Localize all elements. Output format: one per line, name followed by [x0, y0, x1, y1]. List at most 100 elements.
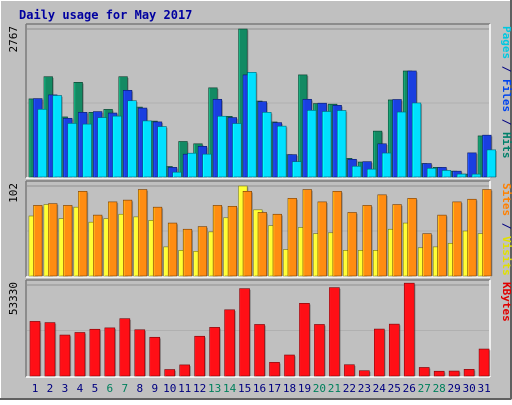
bar-sites-day-4: [78, 190, 88, 277]
bar-pages-day-20: [322, 111, 332, 178]
bar-sites-day-10: [167, 222, 178, 277]
bar-kbytes-day-27: [418, 367, 430, 377]
bar-kbytes-day-16: [254, 324, 265, 377]
x-tick-label: 31: [477, 382, 490, 395]
bar-kbytes-day-28: [433, 370, 445, 377]
x-tick-label: 13: [208, 382, 221, 395]
bar-sites-day-17: [272, 213, 282, 277]
bar-pages-day-19: [307, 110, 317, 178]
bar-sites-day-14: [227, 205, 238, 277]
x-tick-label: 14: [223, 382, 237, 395]
panel-middle: 102 Sites / Visits: [7, 180, 512, 278]
bar-kbytes-day-21: [329, 287, 340, 377]
bar-kbytes-day-6: [104, 327, 116, 377]
panels-group: 2767 Pages / Files / Hits 102 Sites / Visit…: [7, 23, 512, 378]
x-tick-label: 5: [92, 382, 99, 395]
legend-part: Pages: [500, 26, 512, 59]
panel-bottom: 53330 KBytes: [7, 279, 512, 378]
bar-sites-day-9: [152, 206, 163, 277]
bar-pages-day-8: [142, 120, 152, 178]
bar-sites-day-16: [257, 212, 267, 277]
bar-sites-day-25: [392, 204, 402, 277]
bar-sites-day-12: [197, 226, 208, 277]
bar-sites-day-19: [302, 189, 312, 277]
bar-pages-day-2: [52, 95, 62, 178]
bar-kbytes-day-25: [388, 323, 400, 377]
bar-sites-day-27: [422, 233, 432, 277]
legend-part: /: [500, 112, 512, 132]
x-axis-labels: 1 2 3 4 5 6 7 8 9 10 11 12 13 14 15 16 17 18 19 20 21 22 23 24 2…: [32, 382, 491, 395]
bar-kbytes-day-7: [119, 318, 131, 377]
legend-part: Hits: [500, 132, 512, 159]
bar-kbytes-day-2: [44, 322, 56, 377]
bar-sites-day-11: [182, 228, 193, 277]
x-tick-label: 20: [313, 382, 326, 395]
bar-pages-day-9: [157, 126, 167, 178]
bar-pages-day-31: [486, 149, 497, 178]
bar-pages-day-4: [82, 123, 92, 178]
bar-sites-day-5: [93, 214, 103, 277]
x-tick-label: 22: [343, 382, 356, 395]
bar-pages-day-6: [112, 115, 122, 178]
bar-pages-day-26: [411, 102, 422, 178]
legend-part: Sites: [500, 183, 512, 216]
bar-pages-day-11: [187, 152, 197, 178]
bar-sites-day-1: [33, 205, 43, 277]
x-tick-label: 24: [373, 382, 387, 395]
bar-sites-day-21: [332, 190, 342, 277]
x-tick-label: 23: [358, 382, 371, 395]
bar-sites-day-26: [407, 198, 417, 277]
bar-kbytes-day-14: [224, 309, 235, 377]
bar-pages-day-1: [37, 108, 47, 178]
bar-kbytes-day-4: [74, 332, 86, 377]
bar-pages-day-27: [426, 167, 437, 178]
bar-pages-day-28: [441, 170, 452, 178]
x-tick-label: 1: [32, 382, 39, 395]
bar-kbytes-day-13: [209, 327, 220, 377]
bar-kbytes-day-5: [89, 328, 101, 377]
y-max-label: 53330: [7, 282, 20, 315]
bar-kbytes-day-8: [134, 329, 146, 377]
legend-part: /: [500, 59, 512, 79]
bar-kbytes-day-15: [239, 288, 250, 377]
x-tick-label: 7: [122, 382, 129, 395]
bar-pages-day-30: [471, 173, 482, 178]
x-tick-label: 19: [298, 382, 311, 395]
bar-kbytes-day-18: [284, 354, 295, 377]
x-tick-label: 25: [388, 382, 401, 395]
x-tick-label: 21: [328, 382, 341, 395]
bar-pages-day-17: [277, 125, 287, 178]
bar-sites-day-31: [482, 189, 492, 277]
bar-pages-day-29: [456, 173, 467, 178]
bar-kbytes-day-23: [359, 370, 370, 377]
x-tick-label: 18: [283, 382, 296, 395]
x-tick-label: 11: [178, 382, 191, 395]
bar-sites-day-8: [137, 189, 148, 277]
legend-part: KBytes: [500, 282, 512, 322]
x-tick-label: 8: [136, 382, 143, 395]
bar-kbytes-day-19: [299, 303, 310, 377]
legend-part: /: [500, 216, 512, 236]
bar-sites-day-22: [347, 212, 357, 277]
x-tick-label: 28: [433, 382, 446, 395]
bar-kbytes-day-1: [29, 321, 41, 377]
x-tick-label: 26: [403, 382, 416, 395]
bar-kbytes-day-24: [374, 328, 385, 377]
bar-pages-day-16: [262, 112, 272, 178]
bar-sites-day-15: [242, 190, 252, 277]
bar-kbytes-day-17: [269, 362, 280, 377]
bar-kbytes-day-31: [478, 348, 490, 377]
bar-sites-day-29: [452, 201, 462, 277]
bar-pages-day-25: [396, 111, 407, 178]
x-tick-label: 9: [151, 382, 158, 395]
y-max-label: 2767: [7, 26, 20, 53]
legend-middle: Sites / Visits: [500, 183, 512, 276]
bar-pages-day-24: [382, 152, 392, 178]
bar-pages-day-22: [352, 165, 362, 178]
x-tick-label: 16: [253, 382, 266, 395]
bar-kbytes-day-20: [314, 324, 325, 377]
x-tick-label: 4: [77, 382, 84, 395]
bar-sites-day-13: [212, 205, 223, 277]
